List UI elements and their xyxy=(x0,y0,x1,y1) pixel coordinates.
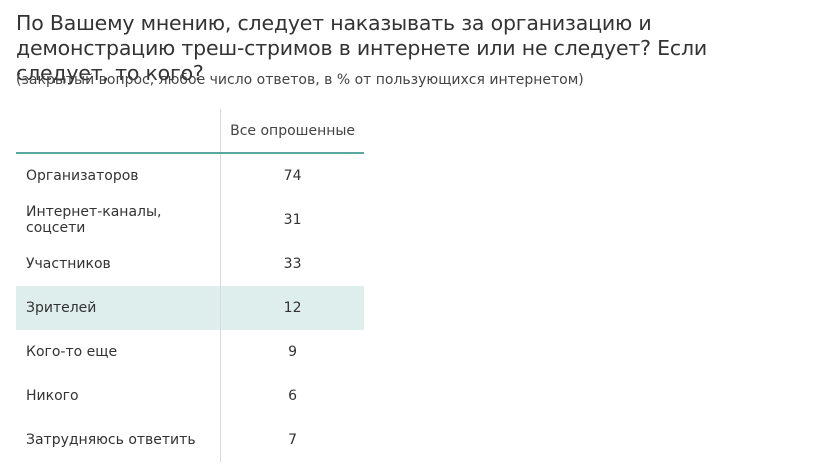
table-row: Интернет-каналы, соцсети 31 xyxy=(16,198,364,242)
table-row: Зрителей 12 xyxy=(16,286,364,330)
page-subtitle: (закрытый вопрос, любое число ответов, в… xyxy=(16,72,584,88)
row-value: 12 xyxy=(220,286,364,330)
row-label: Участников xyxy=(26,256,111,272)
row-label: Затрудняюсь ответить xyxy=(26,432,196,448)
table-row: Никого 6 xyxy=(16,374,364,418)
table-body: Организаторов 74 Интернет-каналы, соцсет… xyxy=(16,153,364,462)
row-label: Организаторов xyxy=(26,168,139,184)
row-label: Никого xyxy=(26,388,79,404)
header-all-respondents: Все опрошенные xyxy=(220,109,364,153)
results-table: Все опрошенные Организаторов 74 Интернет… xyxy=(16,109,364,462)
row-value: 31 xyxy=(220,198,364,242)
page-title: По Вашему мнению, следует наказывать за … xyxy=(16,11,707,85)
row-value: 74 xyxy=(220,153,364,198)
table-row: Затрудняюсь ответить 7 xyxy=(16,418,364,462)
row-value: 9 xyxy=(220,330,364,374)
table-row: Участников 33 xyxy=(16,242,364,286)
row-label: Интернет-каналы, соцсети xyxy=(26,204,162,236)
table-header-row: Все опрошенные xyxy=(16,109,364,153)
table-row: Организаторов 74 xyxy=(16,153,364,198)
row-label: Кого-то еще xyxy=(26,344,118,360)
row-value: 7 xyxy=(220,418,364,462)
table-row: Кого-то еще 9 xyxy=(16,330,364,374)
row-value: 33 xyxy=(220,242,364,286)
row-label: Зрителей xyxy=(16,286,221,330)
header-label-cell xyxy=(16,109,221,153)
row-value: 6 xyxy=(220,374,364,418)
table-header: Все опрошенные xyxy=(16,109,364,153)
